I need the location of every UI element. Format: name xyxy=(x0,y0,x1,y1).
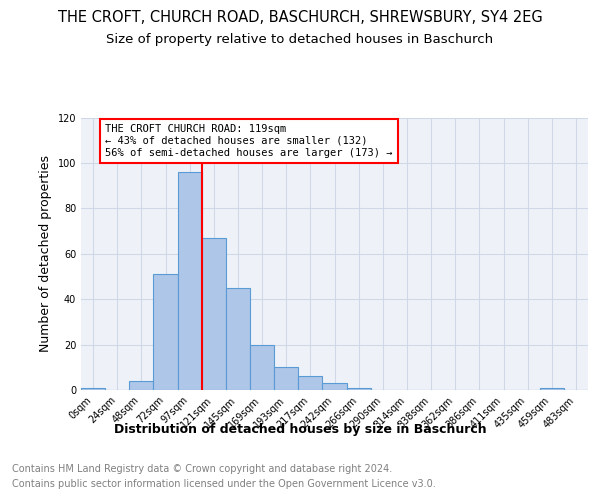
Bar xyxy=(250,344,274,390)
Text: Contains public sector information licensed under the Open Government Licence v3: Contains public sector information licen… xyxy=(12,479,436,489)
Text: Distribution of detached houses by size in Baschurch: Distribution of detached houses by size … xyxy=(113,422,487,436)
Bar xyxy=(178,172,202,390)
Bar xyxy=(298,376,322,390)
Bar xyxy=(202,238,226,390)
Bar xyxy=(81,388,105,390)
Bar xyxy=(274,368,298,390)
Text: THE CROFT CHURCH ROAD: 119sqm
← 43% of detached houses are smaller (132)
56% of : THE CROFT CHURCH ROAD: 119sqm ← 43% of d… xyxy=(105,124,392,158)
Bar xyxy=(154,274,178,390)
Bar xyxy=(322,383,347,390)
Y-axis label: Number of detached properties: Number of detached properties xyxy=(39,155,52,352)
Bar xyxy=(540,388,564,390)
Text: Size of property relative to detached houses in Baschurch: Size of property relative to detached ho… xyxy=(106,32,494,46)
Text: THE CROFT, CHURCH ROAD, BASCHURCH, SHREWSBURY, SY4 2EG: THE CROFT, CHURCH ROAD, BASCHURCH, SHREW… xyxy=(58,10,542,25)
Bar xyxy=(226,288,250,390)
Text: Contains HM Land Registry data © Crown copyright and database right 2024.: Contains HM Land Registry data © Crown c… xyxy=(12,464,392,474)
Bar xyxy=(347,388,371,390)
Bar xyxy=(129,381,154,390)
